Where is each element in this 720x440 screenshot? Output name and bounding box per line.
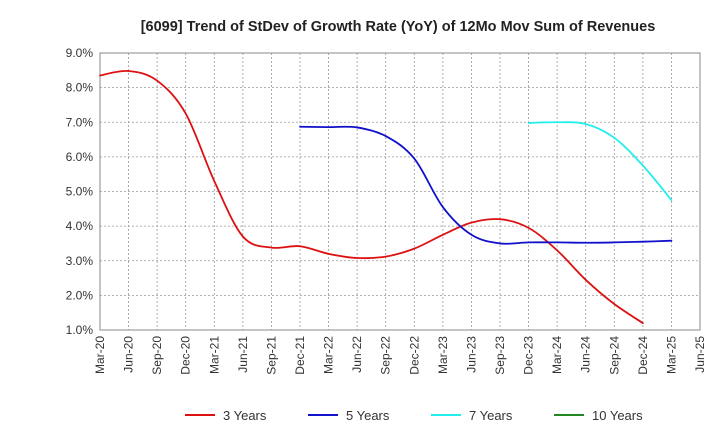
y-tick-label: 5.0% xyxy=(66,185,94,199)
legend-label-5-years: 5 Years xyxy=(346,408,390,423)
x-tick-label: Sep-22 xyxy=(379,336,393,375)
x-tick-label: Dec-22 xyxy=(407,336,421,375)
x-tick-label: Mar-22 xyxy=(322,336,336,374)
x-tick-label: Jun-22 xyxy=(350,336,364,373)
x-tick-label: Mar-23 xyxy=(436,336,450,374)
series-line-3-years xyxy=(99,70,644,324)
x-tick-label: Jun-20 xyxy=(122,336,136,373)
x-tick-label: Dec-21 xyxy=(293,336,307,375)
x-tick-label: Dec-24 xyxy=(636,336,650,375)
x-tick-label: Sep-23 xyxy=(493,336,507,375)
x-axis: Mar-20 Jun-20 Sep-20 Dec-20 Mar-21 Jun-21 Sep-… xyxy=(93,336,707,375)
x-tick-label: Dec-20 xyxy=(179,336,193,375)
y-tick-label: 7.0% xyxy=(66,115,94,129)
y-tick-label: 4.0% xyxy=(66,219,94,233)
x-tick-label: Mar-21 xyxy=(207,336,221,374)
x-tick-label: Sep-24 xyxy=(607,336,621,375)
series-lines xyxy=(99,70,673,324)
y-tick-label: 2.0% xyxy=(66,288,94,302)
x-tick-label: Jun-24 xyxy=(579,336,593,373)
legend-label-7-years: 7 Years xyxy=(469,408,513,423)
y-tick-label: 1.0% xyxy=(66,323,94,337)
grid xyxy=(100,53,700,330)
x-tick-label: Dec-23 xyxy=(522,336,536,375)
series-line-5-years xyxy=(299,125,673,245)
y-tick-label: 3.0% xyxy=(66,254,94,268)
x-tick-label: Sep-21 xyxy=(264,336,278,375)
x-tick-label: Mar-25 xyxy=(664,336,678,374)
chart-title: [6099] Trend of StDev of Growth Rate (Yo… xyxy=(141,19,656,35)
x-tick-label: Mar-24 xyxy=(550,336,564,374)
series-line-7-years xyxy=(527,121,673,202)
legend-label-10-years: 10 Years xyxy=(592,408,643,423)
x-tick-label: Jun-25 xyxy=(693,336,707,373)
x-tick-label: Mar-20 xyxy=(93,336,107,374)
legend: 3 Years 5 Years 7 Years 10 Years xyxy=(185,408,643,423)
x-tick-label: Sep-20 xyxy=(150,336,164,375)
y-tick-label: 9.0% xyxy=(66,46,94,60)
plot-area xyxy=(99,52,701,331)
legend-label-3-years: 3 Years xyxy=(223,408,267,423)
y-axis: 1.0% 2.0% 3.0% 4.0% 5.0% 6.0% 7.0% 8.0% 9.0% xyxy=(66,46,94,337)
y-tick-label: 6.0% xyxy=(66,150,94,164)
x-tick-label: Jun-21 xyxy=(236,336,250,373)
x-tick-label: Jun-23 xyxy=(464,336,478,373)
y-tick-label: 8.0% xyxy=(66,81,94,95)
